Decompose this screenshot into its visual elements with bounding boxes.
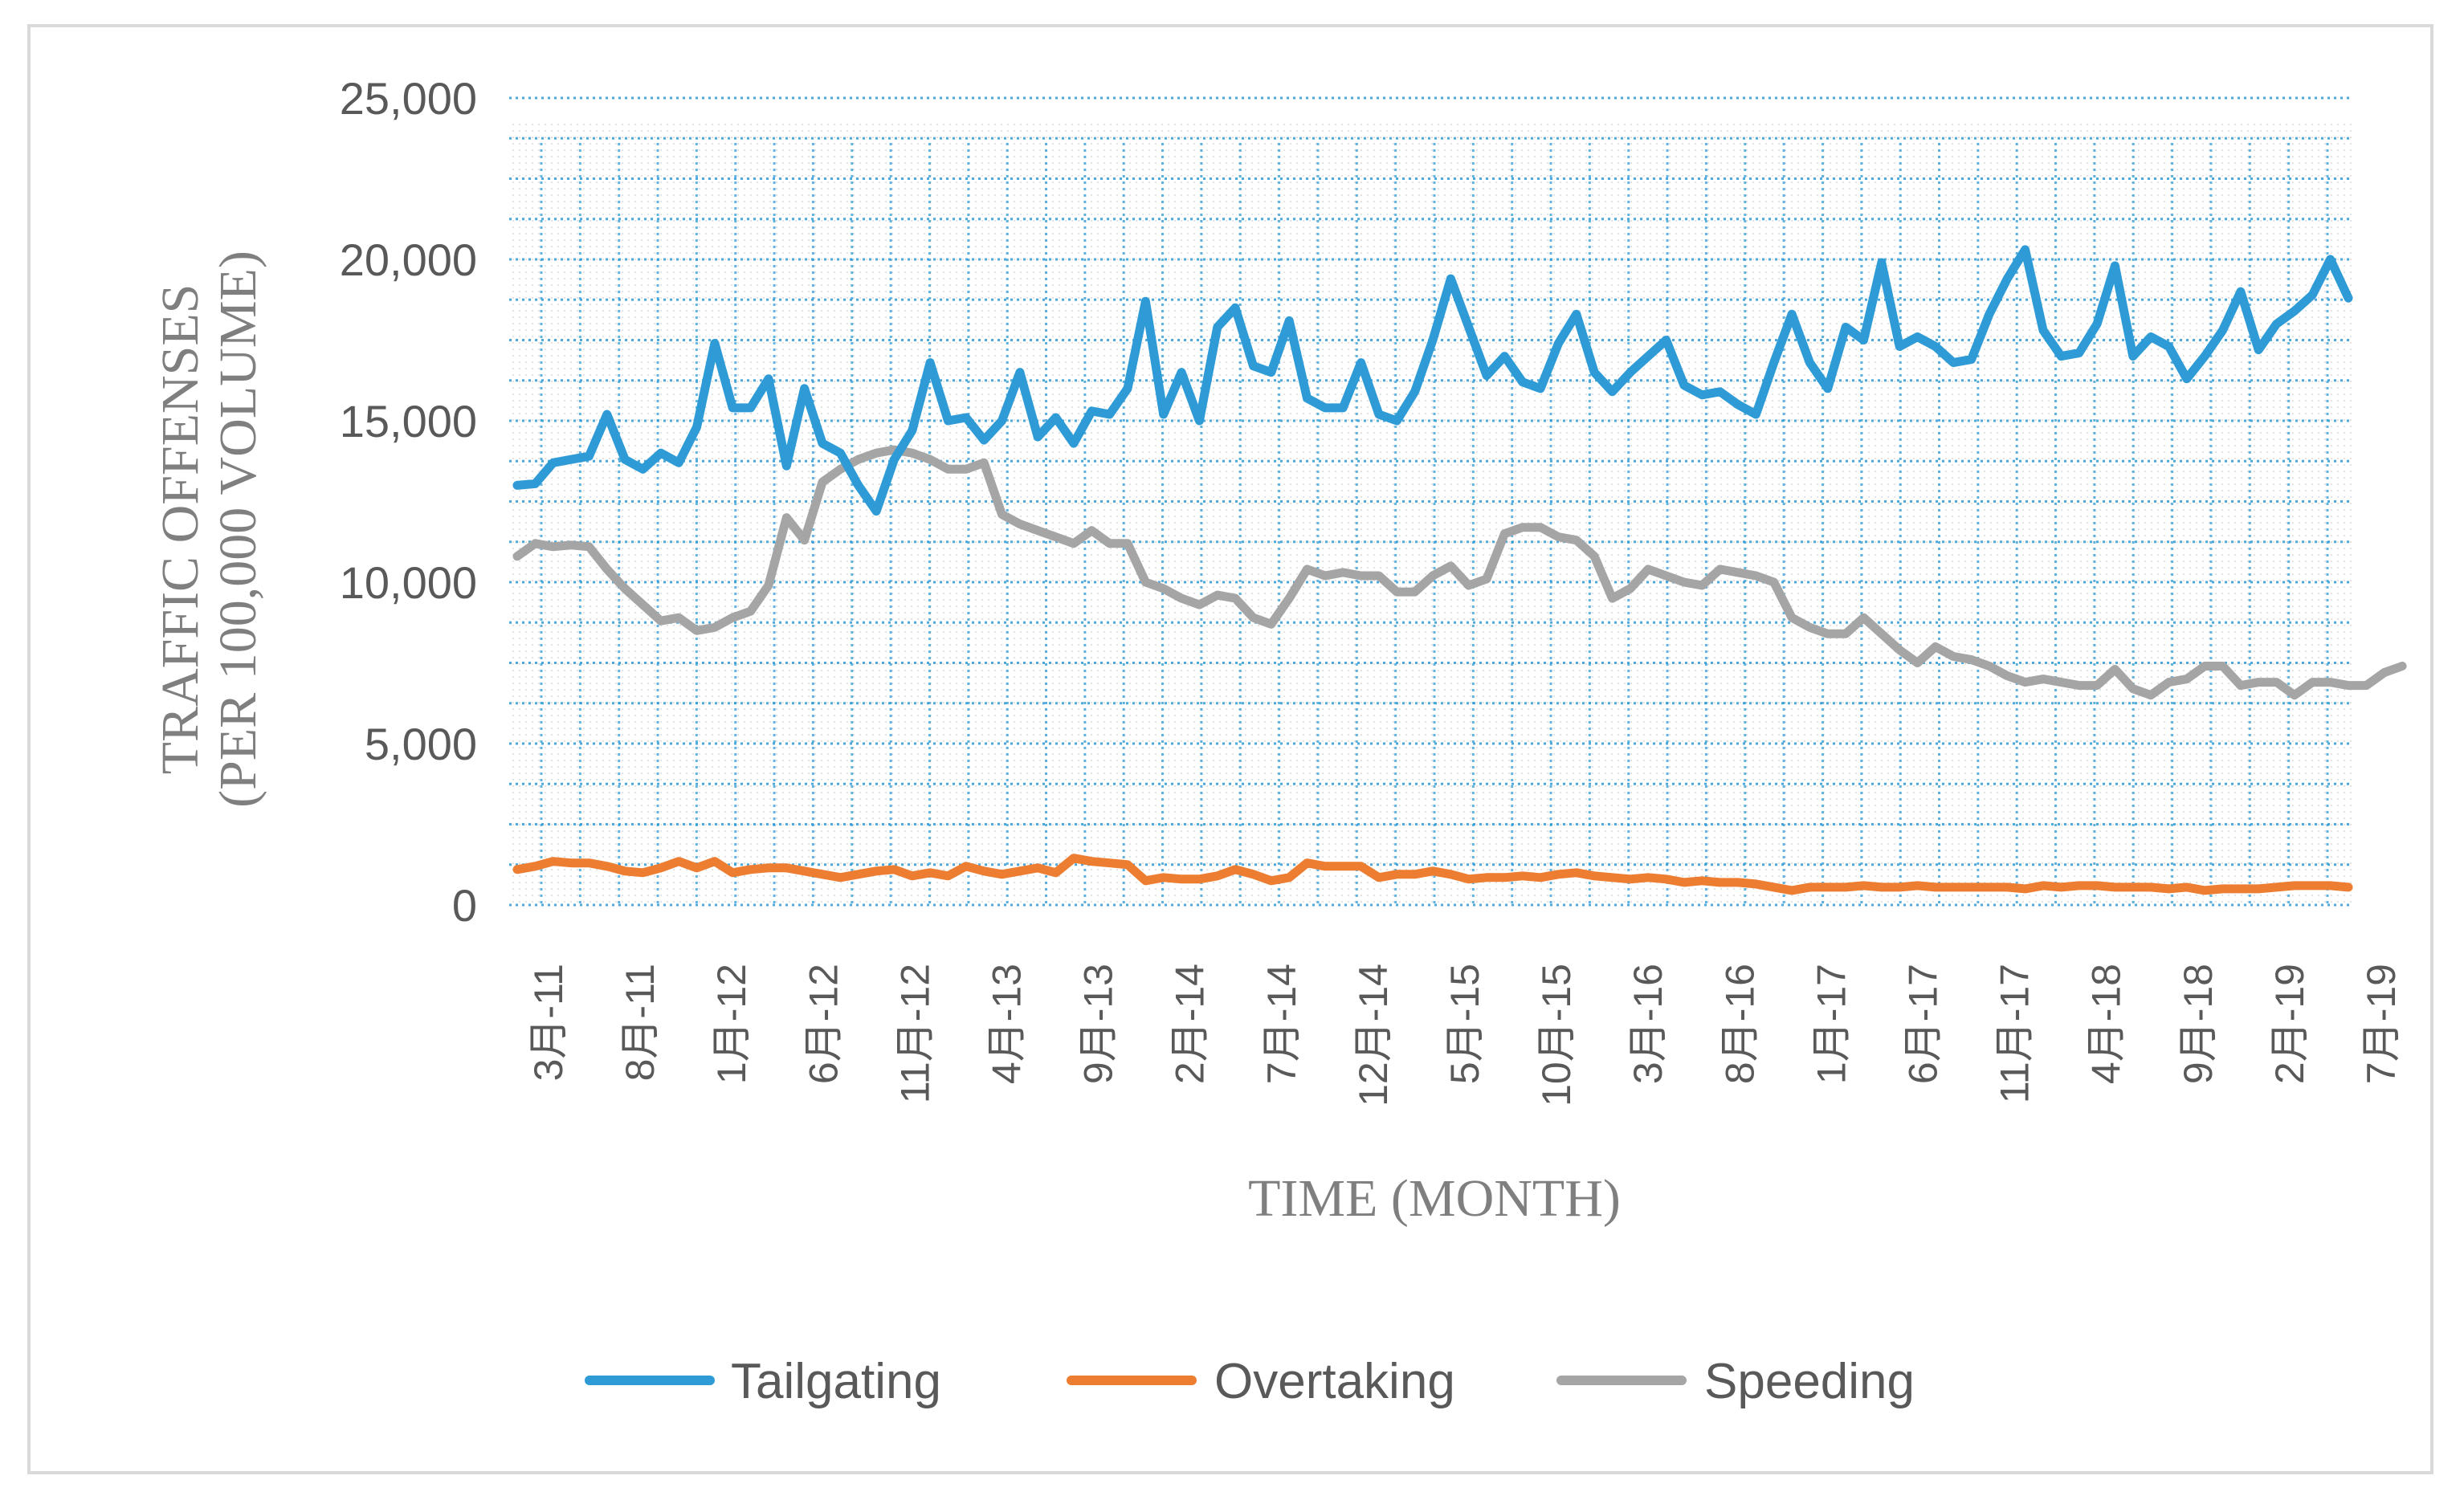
y-axis-title-line-2: (PER 100,000 VOLUME) xyxy=(209,251,267,808)
y-tick-label: 10,000 xyxy=(340,557,477,608)
series-line-overtaking xyxy=(512,854,2353,895)
x-tick-label: 2月-19 xyxy=(2267,964,2312,1084)
line-chart: 0 5,000 10,000 15,000 20,000 25,000 3月-11 8月-1… xyxy=(151,73,2407,1409)
x-tick-label: 1月-12 xyxy=(709,964,754,1084)
series-line-tailgating xyxy=(512,245,2353,516)
x-tick-label: 5月-15 xyxy=(1442,964,1487,1084)
x-tick-label: 6月-17 xyxy=(1901,964,1946,1084)
x-tick-label: 3月-11 xyxy=(526,964,571,1081)
legend: Tailgating Overtaking Speeding xyxy=(585,1354,1915,1409)
x-tick-label: 10月-15 xyxy=(1534,964,1579,1107)
x-tick-label: 6月-12 xyxy=(801,964,846,1084)
x-tick-label: 7月-14 xyxy=(1259,964,1304,1084)
y-tick-label: 25,000 xyxy=(340,73,477,124)
x-axis-title: TIME (MONTH) xyxy=(1248,1169,1621,1228)
x-tick-label: 11月-12 xyxy=(892,964,937,1103)
x-tick-label: 12月-14 xyxy=(1351,964,1396,1107)
legend-label: Overtaking xyxy=(1214,1354,1455,1409)
legend-label: Speeding xyxy=(1704,1354,1915,1409)
series-lines xyxy=(512,245,2407,895)
y-axis-ticks: 0 5,000 10,000 15,000 20,000 25,000 xyxy=(340,73,477,931)
x-tick-label: 3月-16 xyxy=(1626,964,1671,1084)
x-tick-label: 9月-13 xyxy=(1076,964,1121,1084)
chart-frame: 0 5,000 10,000 15,000 20,000 25,000 3月-11 8月-1… xyxy=(27,24,2433,1474)
legend-item-overtaking: Overtaking xyxy=(1067,1354,1455,1409)
y-tick-label: 20,000 xyxy=(340,234,477,285)
legend-item-speeding: Speeding xyxy=(1556,1354,1915,1409)
legend-item-tailgating: Tailgating xyxy=(585,1354,941,1409)
x-tick-label: 4月-18 xyxy=(2084,964,2129,1084)
y-axis-title-line-1: TRAFFIC OFFENSES xyxy=(151,284,210,775)
y-tick-label: 5,000 xyxy=(365,719,477,769)
legend-label: Tailgating xyxy=(731,1354,941,1409)
x-tick-label: 2月-14 xyxy=(1168,964,1213,1084)
x-tick-label: 11月-17 xyxy=(1993,964,2038,1103)
series-line-speeding xyxy=(512,445,2407,700)
x-axis-ticks: 3月-11 8月-11 1月-12 6月-12 11月-12 4月-13 9月-13 2月-1… xyxy=(526,964,2404,1107)
x-tick-label: 9月-18 xyxy=(2176,964,2221,1084)
x-tick-label: 7月-19 xyxy=(2359,964,2404,1084)
x-tick-label: 8月-16 xyxy=(1717,964,1762,1084)
y-tick-label: 0 xyxy=(452,880,477,931)
x-tick-label: 1月-17 xyxy=(1809,964,1854,1084)
y-tick-label: 15,000 xyxy=(340,396,477,446)
x-tick-label: 8月-11 xyxy=(618,964,663,1081)
x-tick-label: 4月-13 xyxy=(985,964,1030,1084)
